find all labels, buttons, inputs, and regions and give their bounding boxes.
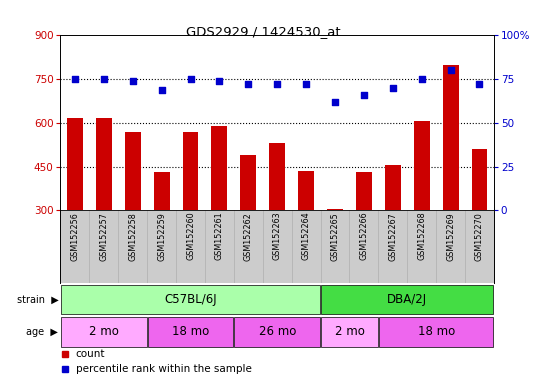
Point	[186, 76, 195, 82]
Bar	[61, 285, 320, 314]
Bar	[147, 210, 176, 283]
Bar	[327, 209, 343, 210]
Bar	[472, 149, 487, 210]
Bar	[234, 317, 320, 346]
Point	[244, 81, 253, 88]
Bar	[176, 210, 205, 283]
Bar	[379, 317, 493, 346]
Bar	[349, 210, 379, 283]
Bar	[321, 317, 378, 346]
Point	[360, 92, 368, 98]
Text: GSM152258: GSM152258	[128, 212, 137, 261]
Text: GSM152268: GSM152268	[417, 212, 426, 260]
Text: GSM152257: GSM152257	[99, 212, 108, 261]
Text: GSM152260: GSM152260	[186, 212, 195, 260]
Text: GSM152269: GSM152269	[446, 212, 455, 261]
Text: count: count	[76, 349, 105, 359]
Point	[215, 78, 224, 84]
Bar	[60, 210, 90, 283]
Bar	[212, 126, 227, 210]
Bar	[263, 210, 292, 283]
Point	[71, 76, 80, 82]
Text: 18 mo: 18 mo	[418, 326, 455, 338]
Text: 2 mo: 2 mo	[89, 326, 119, 338]
Point	[388, 85, 397, 91]
Bar	[205, 210, 234, 283]
Bar	[465, 210, 494, 283]
Text: GSM152264: GSM152264	[302, 212, 311, 260]
Point	[128, 78, 137, 84]
Text: GSM152256: GSM152256	[71, 212, 80, 261]
Point	[273, 81, 282, 88]
Text: GSM152262: GSM152262	[244, 212, 253, 261]
Bar	[125, 132, 141, 210]
Text: GSM152261: GSM152261	[215, 212, 224, 260]
Bar	[407, 210, 436, 283]
Text: GDS2929 / 1424530_at: GDS2929 / 1424530_at	[186, 25, 340, 38]
Bar	[321, 285, 493, 314]
Bar	[442, 65, 459, 210]
Text: 2 mo: 2 mo	[334, 326, 365, 338]
Point	[446, 67, 455, 73]
Text: GSM152263: GSM152263	[273, 212, 282, 260]
Text: GSM152267: GSM152267	[388, 212, 397, 261]
Bar	[436, 210, 465, 283]
Bar	[61, 317, 147, 346]
Bar	[118, 210, 147, 283]
Point	[417, 76, 426, 82]
Bar	[298, 171, 314, 210]
Bar	[269, 143, 285, 210]
Bar	[240, 155, 256, 210]
Bar	[356, 172, 372, 210]
Point	[99, 76, 108, 82]
Bar	[292, 210, 320, 283]
Text: GSM152270: GSM152270	[475, 212, 484, 261]
Text: GSM152266: GSM152266	[360, 212, 368, 260]
Bar	[234, 210, 263, 283]
Text: age  ▶: age ▶	[26, 327, 58, 337]
Point	[475, 81, 484, 88]
Text: DBA/2J: DBA/2J	[387, 293, 427, 306]
Bar	[148, 317, 234, 346]
Text: 18 mo: 18 mo	[172, 326, 209, 338]
Text: percentile rank within the sample: percentile rank within the sample	[76, 364, 251, 374]
Point	[330, 99, 339, 105]
Bar	[153, 172, 170, 210]
Text: C57BL/6J: C57BL/6J	[164, 293, 217, 306]
Text: 26 mo: 26 mo	[259, 326, 296, 338]
Point	[302, 81, 311, 88]
Text: GSM152259: GSM152259	[157, 212, 166, 261]
Bar	[385, 165, 401, 210]
Point	[157, 86, 166, 93]
Bar	[379, 210, 407, 283]
Text: GSM152265: GSM152265	[330, 212, 339, 261]
Bar	[96, 119, 112, 210]
Bar	[90, 210, 118, 283]
Text: strain  ▶: strain ▶	[17, 295, 58, 305]
Bar	[414, 121, 430, 210]
Bar	[320, 210, 349, 283]
Bar	[67, 119, 83, 210]
Bar	[183, 132, 198, 210]
